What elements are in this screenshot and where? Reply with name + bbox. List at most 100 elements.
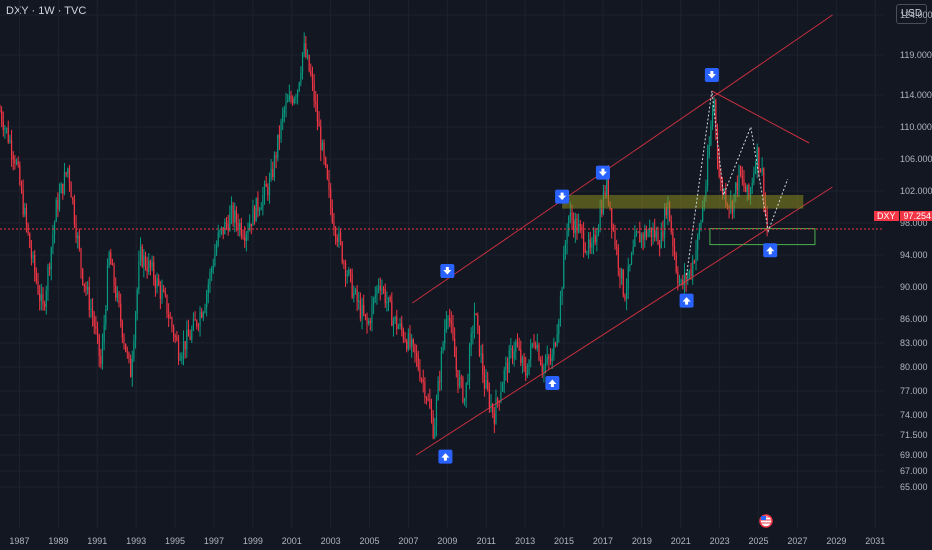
candle-body <box>530 345 532 360</box>
candle-body <box>326 165 328 180</box>
candle-body <box>675 255 677 272</box>
candle-body <box>592 234 595 244</box>
candle-body <box>430 408 433 417</box>
candle-body <box>272 169 274 177</box>
candle-body <box>642 234 644 240</box>
sell-arrow-icon <box>704 68 719 82</box>
candle-body <box>571 212 573 222</box>
candle-body <box>753 171 755 183</box>
candle-body <box>417 356 419 369</box>
candle-body <box>126 351 128 353</box>
candle-body <box>758 147 760 170</box>
candle-body <box>303 43 305 53</box>
candle-body <box>344 262 347 277</box>
candle-body <box>14 159 16 164</box>
candle-body <box>437 381 439 400</box>
candle-body <box>614 229 616 247</box>
candle-body <box>630 253 633 265</box>
candle-body <box>242 235 244 238</box>
x-tick-label: 2007 <box>398 536 418 546</box>
x-tick-label: 2003 <box>321 536 341 546</box>
candle-body <box>364 314 366 317</box>
y-tick-label: 77.000 <box>900 386 928 396</box>
y-tick-label: 119.000 <box>900 50 932 60</box>
x-tick-label: 2031 <box>865 536 885 546</box>
candle-body <box>108 252 110 266</box>
candle-body <box>662 231 664 238</box>
candle-body <box>333 222 335 229</box>
candle-body <box>207 284 209 294</box>
candle-body <box>678 281 681 284</box>
channel-upper-line <box>412 14 833 304</box>
candle-body <box>199 312 201 326</box>
candle-body <box>144 255 147 268</box>
candle-body <box>9 140 11 143</box>
candle-body <box>24 208 26 215</box>
candle-body <box>392 320 395 326</box>
candle-body <box>741 175 743 179</box>
candle-body <box>148 260 150 272</box>
candle-body <box>153 262 155 280</box>
candle-body <box>348 269 350 275</box>
candle-body <box>187 329 190 337</box>
candle-body <box>510 348 512 351</box>
candle-body <box>12 156 14 160</box>
candle-body <box>275 155 277 158</box>
candle-body <box>176 336 178 341</box>
channel-lower-line <box>415 186 833 456</box>
candle-body <box>374 295 376 299</box>
candle-body <box>196 320 198 326</box>
candle-body <box>270 169 272 180</box>
candle-body <box>584 249 586 253</box>
candle-body <box>470 333 472 347</box>
candle-body <box>687 275 689 282</box>
candle-body <box>723 190 725 194</box>
candle-body <box>563 253 565 289</box>
candle-body <box>174 336 176 338</box>
currency-button[interactable]: USD <box>896 4 927 24</box>
candle-body <box>672 231 674 247</box>
candle-body <box>343 262 345 264</box>
candle-body <box>379 286 381 291</box>
candle-body <box>568 216 570 232</box>
candle-body <box>472 331 474 334</box>
candle-body <box>168 314 170 318</box>
us-flag-event-icon[interactable] <box>759 514 773 528</box>
buy-arrow-icon <box>679 293 694 308</box>
candle-body <box>68 168 71 184</box>
candle-body <box>668 201 671 221</box>
candle-body <box>533 343 535 346</box>
candle-body <box>130 358 132 378</box>
x-tick-label: 2001 <box>282 536 302 546</box>
candle-body <box>419 368 421 380</box>
candle-body <box>735 182 737 195</box>
buy-arrow-icon <box>763 243 778 258</box>
candle-body <box>659 244 661 248</box>
buy-arrow-icon <box>545 376 560 390</box>
candle-body <box>244 237 246 241</box>
candle-body <box>177 340 180 361</box>
candle-body <box>394 316 396 321</box>
candle-body <box>617 247 619 269</box>
x-tick-label: 1999 <box>243 536 263 546</box>
candle-body <box>359 300 362 319</box>
candle-body <box>316 103 319 123</box>
candle-body <box>301 52 304 73</box>
y-tick-label: 102.000 <box>900 186 932 196</box>
candle-body <box>548 356 550 359</box>
candle-body <box>377 286 380 288</box>
candle-body <box>468 346 471 382</box>
candle-body <box>535 345 537 349</box>
x-tick-label: 1991 <box>87 536 107 546</box>
candle-body <box>442 343 444 352</box>
candle-body <box>693 261 695 263</box>
candle-body <box>718 158 720 177</box>
candle-body <box>412 339 414 345</box>
candle-body <box>230 205 233 214</box>
candle-body <box>110 252 112 265</box>
candle-body <box>265 183 267 187</box>
candle-body <box>296 90 299 97</box>
candle-body <box>506 362 509 373</box>
candle-body <box>257 197 259 211</box>
